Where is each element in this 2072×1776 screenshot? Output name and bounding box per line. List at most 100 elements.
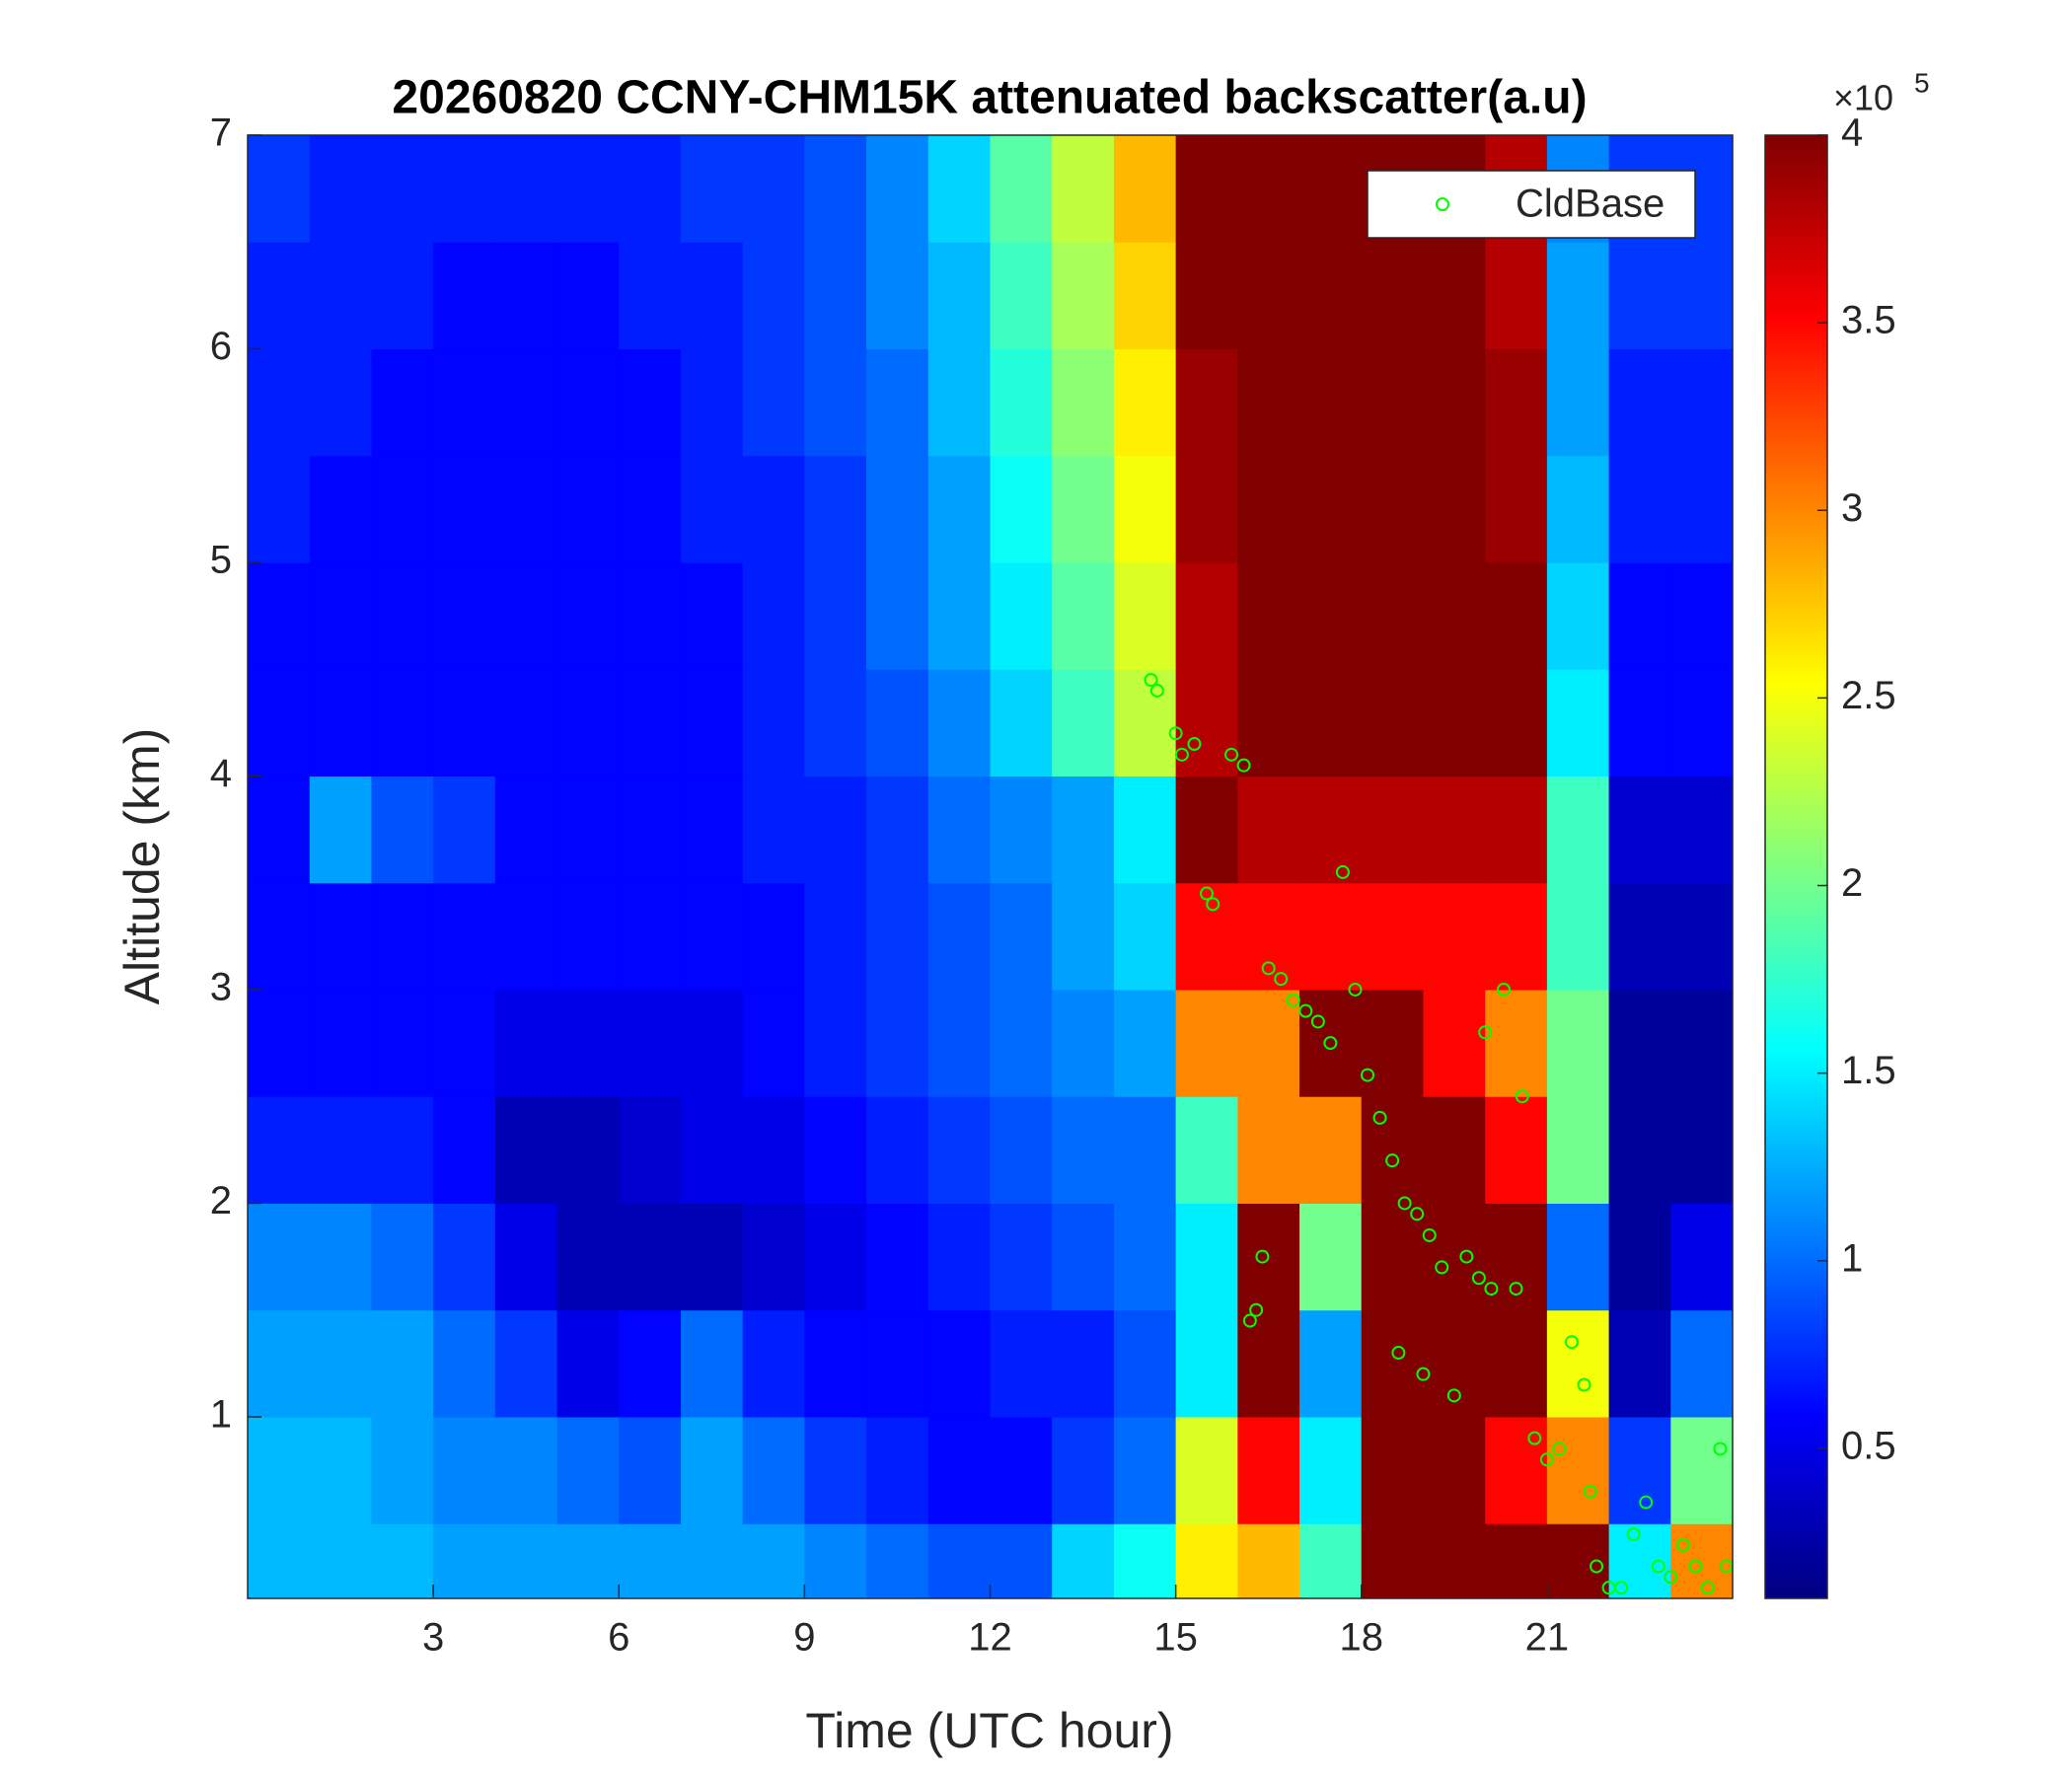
heatmap-cell: [1670, 1203, 1734, 1311]
cloud-base-point: [1323, 1036, 1338, 1051]
x-axis-label: Time (UTC hour): [805, 1703, 1173, 1758]
heatmap-cell: [1546, 1203, 1610, 1311]
heatmap-cell: [1175, 455, 1238, 563]
heatmap-cell: [804, 135, 867, 243]
heatmap-cell: [248, 669, 311, 777]
heatmap-cell: [494, 669, 558, 777]
cloud-base-point: [1422, 1227, 1437, 1242]
heatmap-cell: [804, 1309, 867, 1418]
heatmap-cell: [494, 561, 558, 670]
heatmap-cell: [866, 348, 929, 457]
heatmap-cell: [1546, 669, 1610, 777]
cloud-base-point: [1471, 1271, 1486, 1286]
heatmap-cell: [1670, 669, 1734, 777]
heatmap-cell: [1546, 561, 1610, 670]
y-tick-label: 1: [210, 1393, 232, 1437]
heatmap-cell: [680, 1523, 744, 1599]
x-tick-label: 21: [1525, 1616, 1570, 1660]
heatmap-cell: [1052, 135, 1115, 243]
cloud-base-point: [1310, 1014, 1325, 1029]
heatmap-cell: [1237, 1416, 1300, 1524]
heatmap-cell: [248, 882, 311, 991]
heatmap-cell: [433, 989, 496, 1097]
heatmap-cell: [1113, 1523, 1177, 1599]
heatmap-cell: [866, 455, 929, 563]
heatmap-cell: [990, 1416, 1053, 1524]
heatmap-cell: [556, 989, 620, 1097]
heatmap-cell: [1052, 776, 1115, 884]
heatmap-cell: [619, 669, 682, 777]
heatmap-cell: [1237, 1096, 1300, 1204]
heatmap-cell: [248, 1416, 311, 1524]
cloud-base-point: [1199, 886, 1214, 901]
heatmap-cell: [1485, 1096, 1548, 1204]
heatmap-cell: [1546, 1416, 1610, 1524]
heatmap-cell: [1423, 1096, 1486, 1204]
heatmap-cell: [1113, 989, 1177, 1097]
heatmap-cell: [494, 455, 558, 563]
heatmap-cell: [433, 776, 496, 884]
heatmap-cell: [927, 135, 991, 243]
heatmap-cell: [433, 669, 496, 777]
cloud-base-point: [1242, 1313, 1257, 1328]
heatmap-cell: [680, 348, 744, 457]
heatmap-cell: [433, 1203, 496, 1311]
heatmap-cell: [494, 135, 558, 243]
scatter-points: [1144, 673, 1734, 1595]
cloud-base-point: [1626, 1527, 1641, 1542]
heatmap-cell: [990, 776, 1053, 884]
heatmap-cell: [1237, 455, 1300, 563]
heatmap-cell: [1608, 1096, 1671, 1204]
heatmap-cell: [680, 989, 744, 1097]
chart-title: 20260820 CCNY-CHM15K attenuated backscat…: [392, 72, 1587, 124]
heatmap-cell: [556, 1416, 620, 1524]
heatmap-cell: [1546, 776, 1610, 884]
heatmap-cell: [619, 561, 682, 670]
y-tick-label: 6: [210, 325, 232, 368]
heatmap-cell: [556, 669, 620, 777]
heatmap-cell: [248, 1096, 311, 1204]
heatmap-cell: [1423, 1203, 1486, 1311]
colorbar-tick-label: 4: [1841, 111, 1863, 155]
heatmap-cell: [1113, 242, 1177, 349]
heatmap-cell: [619, 1096, 682, 1204]
cloud-base-point: [1484, 1282, 1499, 1296]
heatmap-cell: [1423, 882, 1486, 991]
heatmap-cell: [804, 989, 867, 1097]
heatmap-cell: [433, 1096, 496, 1204]
heatmap-cell: [1485, 882, 1548, 991]
heatmap-cell: [742, 1096, 805, 1204]
heatmap-cell: [1052, 1416, 1115, 1524]
heatmap-cell: [927, 776, 991, 884]
heatmap-cell: [1423, 455, 1486, 563]
heatmap-cell: [1113, 776, 1177, 884]
heatmap-cell: [371, 348, 434, 457]
heatmap-cell: [1485, 455, 1548, 563]
heatmap-cell: [866, 882, 929, 991]
heatmap-cell: [556, 1096, 620, 1204]
heatmap-cell: [433, 1523, 496, 1599]
cloud-base-point: [1552, 1442, 1567, 1456]
heatmap-cell: [1175, 1523, 1238, 1599]
cloud-base-point: [1361, 1068, 1375, 1082]
cloud-base-point: [1664, 1570, 1678, 1585]
heatmap-cell: [371, 776, 434, 884]
heatmap-cell: [494, 989, 558, 1097]
heatmap-cell: [556, 882, 620, 991]
heatmap-cell: [1237, 989, 1300, 1097]
heatmap-cell: [309, 882, 372, 991]
heatmap-cell: [248, 1523, 311, 1599]
cloud-base-point: [1187, 737, 1202, 752]
heatmap-cell: [742, 1416, 805, 1524]
heatmap-cell: [309, 242, 372, 349]
heatmap-cell: [1361, 1096, 1424, 1204]
heatmap-cell: [1546, 1309, 1610, 1418]
cloud-base-point: [1459, 1249, 1474, 1264]
heatmap-cell: [309, 776, 372, 884]
heatmap-cell: [309, 1523, 372, 1599]
heatmap-cell: [927, 1203, 991, 1311]
heatmap-cell: [1361, 1203, 1424, 1311]
heatmap-cell: [619, 1309, 682, 1418]
colorbar-multiplier: ×10: [1833, 78, 1893, 118]
